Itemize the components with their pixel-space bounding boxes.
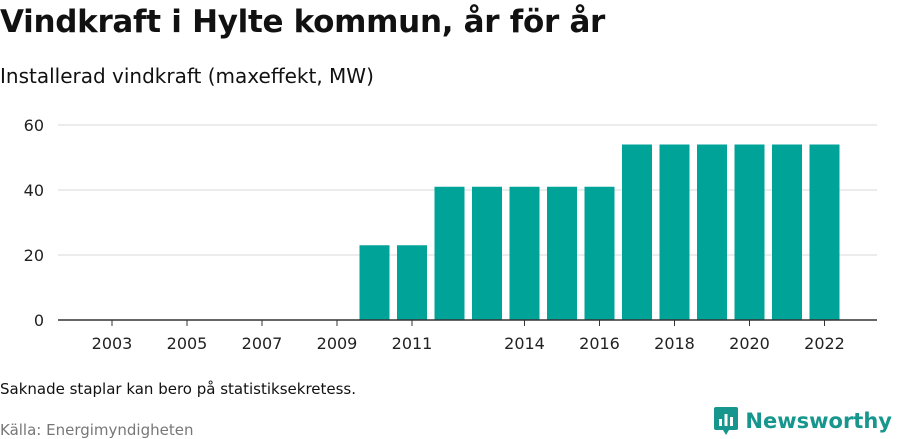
x-tick-label: 2018 [654, 334, 695, 353]
chart-subtitle: Installerad vindkraft (maxeffekt, MW) [0, 64, 374, 88]
brand-name: Newsworthy [745, 409, 892, 433]
brand-logo[interactable]: Newsworthy [713, 406, 892, 436]
bar-2011 [397, 245, 427, 320]
y-tick-label: 40 [24, 181, 44, 200]
x-tick-label: 2007 [242, 334, 283, 353]
chart-title: Vindkraft i Hylte kommun, år för år [0, 4, 606, 40]
x-tick-label: 2020 [729, 334, 770, 353]
bar-2020 [734, 144, 765, 320]
bar-2014 [509, 186, 540, 320]
bar-2022 [809, 144, 840, 320]
bar-2021 [772, 144, 802, 320]
bar-2015 [547, 186, 577, 320]
y-tick-label: 60 [24, 116, 44, 135]
x-tick-label: 2022 [804, 334, 845, 353]
bar-2018 [659, 144, 690, 320]
y-tick-label: 20 [24, 246, 44, 265]
bar-2010 [359, 245, 390, 320]
bar-2012 [434, 186, 465, 320]
bars [359, 144, 840, 320]
x-tick-label: 2003 [92, 334, 133, 353]
bar-2016 [584, 186, 615, 320]
x-tick-label: 2011 [392, 334, 433, 353]
x-tick-label: 2005 [167, 334, 208, 353]
axes: 0 20 40 60 2003 2005 2007 2009 2011 2014 2016 2018 2… [24, 116, 877, 353]
y-tick-label: 0 [34, 311, 44, 330]
x-tick-label: 2009 [317, 334, 358, 353]
x-tick-label: 2014 [504, 334, 545, 353]
bar-2017 [622, 144, 652, 320]
source-label: Källa: Energimyndigheten [0, 421, 194, 439]
bar-2019 [697, 144, 727, 320]
x-tick-label: 2016 [579, 334, 620, 353]
footnote: Saknade staplar kan bero på statistiksek… [0, 380, 357, 398]
newsworthy-logo-icon [714, 407, 739, 435]
bar-chart: 0 20 40 60 2003 2005 2007 2009 2011 2014 2016 2018 2… [24, 116, 877, 353]
bar-2013 [472, 186, 502, 320]
